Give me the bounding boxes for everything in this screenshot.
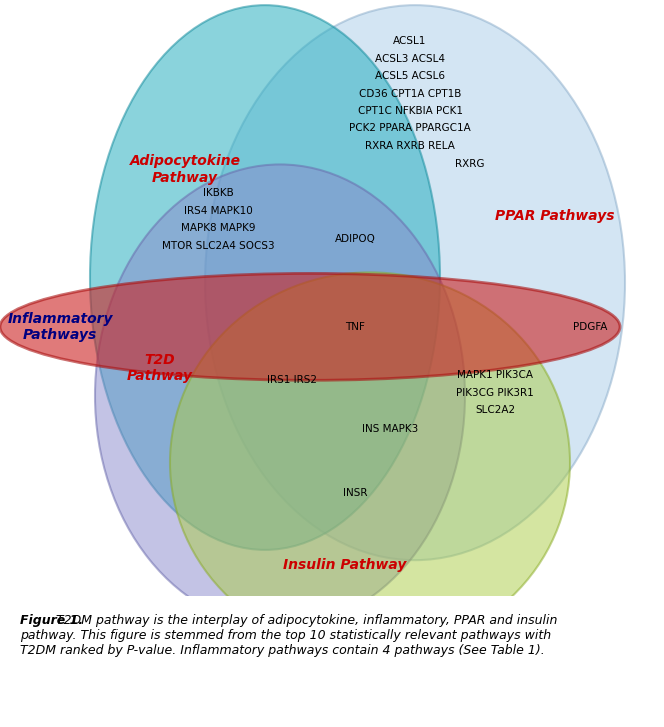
- Text: IKBKB: IKBKB: [203, 188, 233, 198]
- Ellipse shape: [0, 273, 620, 380]
- Text: ACSL3 ACSL4: ACSL3 ACSL4: [375, 54, 445, 63]
- Text: PPAR Pathways: PPAR Pathways: [495, 209, 615, 223]
- Text: T2D
Pathway: T2D Pathway: [127, 353, 193, 383]
- Text: Inflammatory
Pathways: Inflammatory Pathways: [7, 312, 113, 342]
- Text: PIK3CG PIK3R1: PIK3CG PIK3R1: [456, 387, 534, 398]
- Ellipse shape: [95, 164, 465, 627]
- Text: MAPK1 PIK3CA: MAPK1 PIK3CA: [457, 370, 533, 380]
- Text: CPT1C NFKBIA PCK1: CPT1C NFKBIA PCK1: [357, 106, 463, 116]
- Text: SLC2A2: SLC2A2: [475, 405, 515, 415]
- Text: Adipocytokine
Pathway: Adipocytokine Pathway: [129, 155, 240, 185]
- Text: ADIPOQ: ADIPOQ: [335, 235, 375, 244]
- Text: RXRG: RXRG: [456, 159, 485, 169]
- Text: T2DM pathway is the interplay of adipocytokine, inflammatory, PPAR and insulin
p: T2DM pathway is the interplay of adipocy…: [20, 614, 557, 657]
- Text: Figure 1.: Figure 1.: [20, 614, 83, 627]
- Text: Insulin Pathway: Insulin Pathway: [284, 558, 406, 572]
- Text: MTOR SLC2A4 SOCS3: MTOR SLC2A4 SOCS3: [162, 241, 274, 251]
- Text: TNF: TNF: [345, 322, 365, 332]
- Ellipse shape: [90, 5, 440, 550]
- Text: PDGFA: PDGFA: [573, 322, 607, 332]
- Text: INS MAPK3: INS MAPK3: [362, 424, 418, 433]
- Text: RXRA RXRB RELA: RXRA RXRB RELA: [365, 141, 455, 151]
- Ellipse shape: [205, 5, 625, 561]
- Text: MAPK8 MAPK9: MAPK8 MAPK9: [181, 223, 255, 233]
- Text: INSR: INSR: [343, 489, 367, 498]
- Ellipse shape: [170, 273, 570, 653]
- Text: ACSL1: ACSL1: [393, 36, 427, 46]
- Text: IRS4 MAPK10: IRS4 MAPK10: [184, 206, 252, 216]
- Text: CD36 CPT1A CPT1B: CD36 CPT1A CPT1B: [359, 89, 461, 99]
- Text: ACSL5 ACSL6: ACSL5 ACSL6: [375, 71, 445, 81]
- Text: IRS1 IRS2: IRS1 IRS2: [267, 375, 317, 385]
- Text: PCK2 PPARA PPARGC1A: PCK2 PPARA PPARGC1A: [349, 124, 471, 134]
